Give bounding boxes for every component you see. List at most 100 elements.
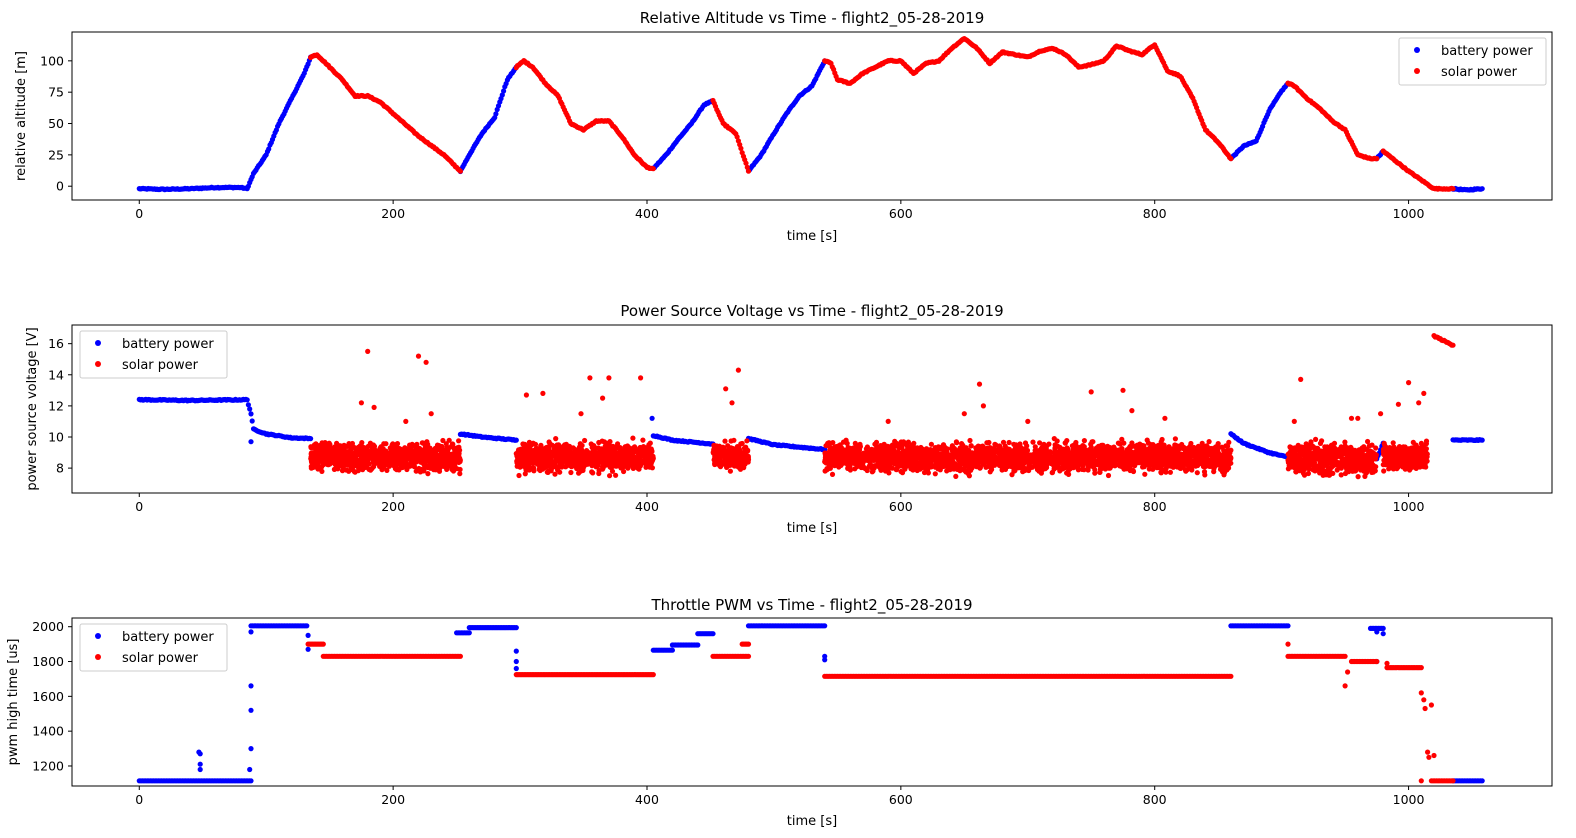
solar-power-point — [408, 446, 414, 453]
solar-power-point — [417, 445, 423, 452]
battery-power-point — [266, 146, 272, 152]
solar-power-point — [575, 453, 581, 459]
battery-power-point — [1479, 437, 1485, 443]
solar-power-point — [722, 452, 728, 458]
solar-power-point — [583, 454, 589, 460]
solar-power-point — [522, 471, 528, 477]
solar-power-point — [394, 447, 400, 453]
solar-power-point — [557, 463, 563, 469]
solar-power-point — [406, 462, 412, 468]
solar-power-point — [366, 449, 372, 455]
solar-power-point — [745, 168, 752, 174]
solar-power-point — [578, 468, 584, 474]
solar-power-point — [576, 462, 582, 468]
solar-power-point — [384, 467, 390, 473]
solar-power-point — [531, 465, 537, 471]
solar-power-point — [430, 455, 436, 461]
solar-power-point — [522, 463, 528, 469]
solar-power-point — [1167, 469, 1173, 475]
solar-power-point — [1105, 472, 1112, 479]
solar-power-point — [425, 441, 431, 447]
solar-power-point — [632, 449, 638, 455]
solar-power-point — [516, 472, 522, 479]
solar-power-point — [647, 440, 653, 446]
solar-power-point — [391, 457, 397, 464]
solar-power-point — [355, 468, 361, 474]
solar-power-point — [398, 459, 404, 465]
battery-power-point — [501, 88, 507, 94]
solar-power-point — [992, 441, 998, 447]
solar-power-point — [553, 436, 559, 442]
solar-power-point — [610, 449, 616, 455]
battery-power-point — [244, 397, 250, 403]
battery-power-point — [493, 111, 499, 117]
solar-power-point — [422, 446, 428, 452]
solar-power-point — [411, 463, 417, 469]
solar-power-point — [601, 439, 608, 445]
legend: battery power solar power — [1398, 37, 1547, 86]
solar-power-point — [546, 468, 552, 474]
solar-power-point — [357, 443, 363, 449]
solar-power-point — [335, 448, 341, 454]
solar-power-point — [324, 453, 330, 459]
solar-power-point — [408, 455, 414, 461]
solar-power-point — [401, 454, 407, 460]
solar-power-point — [1450, 186, 1456, 192]
solar-power-point — [312, 459, 318, 465]
solar-power-point — [564, 455, 571, 461]
y-axis-label: power source voltage [V] — [25, 327, 40, 490]
solar-power-point — [566, 445, 572, 451]
solar-power-point — [730, 446, 736, 452]
solar-power-point — [397, 447, 404, 453]
solar-power-point — [635, 461, 641, 467]
solar-power-point — [1374, 156, 1380, 162]
solar-power-point — [335, 466, 341, 472]
solar-power-point — [641, 458, 647, 464]
solar-power-point — [413, 446, 419, 452]
solar-power-point — [738, 145, 744, 151]
solar-power-point — [308, 450, 314, 456]
solar-power-point — [712, 460, 718, 466]
solar-power-point — [538, 445, 544, 451]
solar-power-point — [457, 457, 463, 463]
solar-power-point — [447, 457, 453, 463]
solar-power-point — [386, 455, 392, 461]
solar-power-point — [589, 469, 595, 475]
solar-power-point — [629, 455, 635, 461]
plot-area — [136, 333, 1485, 480]
solar-power-point — [741, 462, 747, 468]
solar-power-point — [1062, 440, 1068, 446]
solar-power-point — [619, 451, 625, 457]
solar-power-point — [557, 469, 563, 475]
solar-power-point — [440, 448, 446, 454]
solar-power-point — [452, 447, 458, 453]
legend-marker-battery — [1414, 47, 1420, 53]
solar-power-point — [1066, 471, 1072, 477]
solar-power-point — [356, 460, 362, 466]
x-axis-label: time [s] — [787, 229, 837, 244]
chart-title: Power Source Voltage vs Time - flight2_0… — [620, 302, 1003, 321]
solar-power-point — [446, 437, 452, 443]
battery-power-point — [649, 415, 655, 421]
solar-power-point — [614, 458, 620, 464]
solar-power-point — [364, 445, 370, 451]
battery-power-point — [249, 418, 255, 424]
solar-power-point — [456, 438, 462, 444]
solar-power-point — [438, 463, 444, 470]
solar-power-point — [376, 453, 382, 459]
solar-power-point — [552, 471, 558, 477]
solar-power-point — [432, 445, 438, 451]
x-tick-label: 800 — [1143, 206, 1167, 221]
solar-power-point — [381, 448, 387, 454]
y-tick-label: 100 — [40, 53, 64, 68]
solar-power-point — [587, 460, 593, 466]
solar-power-point — [450, 451, 456, 457]
solar-power-point — [630, 435, 636, 441]
solar-power-point — [337, 443, 343, 449]
solar-power-point — [1228, 156, 1234, 162]
solar-power-point — [967, 437, 973, 444]
solar-power-point — [457, 471, 463, 477]
solar-power-point — [738, 441, 744, 447]
solar-power-point — [370, 449, 376, 455]
solar-power-point — [377, 445, 383, 451]
